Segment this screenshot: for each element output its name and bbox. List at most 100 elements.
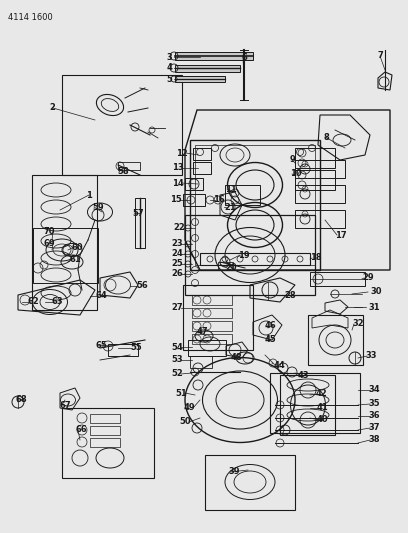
Bar	[295, 160, 345, 178]
Text: 46: 46	[265, 320, 277, 329]
Text: 35: 35	[368, 400, 379, 408]
Text: 67: 67	[60, 400, 72, 409]
Bar	[195, 145, 315, 265]
Text: 22: 22	[173, 223, 185, 232]
Text: 43: 43	[298, 370, 310, 379]
Text: 24: 24	[171, 249, 183, 259]
Bar	[295, 170, 335, 190]
Text: 14: 14	[172, 179, 184, 188]
Text: 1: 1	[86, 190, 92, 199]
Bar	[90, 426, 120, 435]
Text: 62: 62	[28, 297, 40, 306]
Text: 19: 19	[238, 251, 250, 260]
Bar	[295, 210, 345, 228]
Bar	[308, 315, 363, 365]
Text: 49: 49	[183, 403, 195, 413]
Text: 7: 7	[378, 52, 384, 61]
Bar	[90, 414, 120, 423]
Text: 25: 25	[171, 260, 183, 269]
Bar	[183, 285, 253, 350]
Bar	[270, 373, 360, 433]
Bar	[175, 52, 253, 60]
Text: 61: 61	[70, 255, 82, 264]
Bar	[218, 262, 233, 270]
Bar	[192, 308, 232, 318]
Text: 66: 66	[76, 425, 88, 434]
Text: 69: 69	[43, 239, 55, 248]
Text: 37: 37	[368, 424, 379, 432]
Text: 58: 58	[117, 167, 129, 176]
Text: 65: 65	[96, 341, 108, 350]
Text: 9: 9	[290, 156, 296, 165]
Text: 13: 13	[172, 164, 184, 173]
Bar	[192, 334, 232, 344]
Text: 10: 10	[290, 169, 302, 179]
Bar	[32, 175, 97, 310]
Bar	[183, 194, 205, 206]
Text: 41: 41	[317, 403, 329, 413]
Text: 20: 20	[225, 263, 237, 272]
Text: 6: 6	[241, 52, 247, 61]
Bar	[90, 438, 120, 447]
Text: 26: 26	[171, 270, 183, 279]
Bar	[192, 295, 232, 305]
Text: 21: 21	[224, 203, 236, 212]
Bar	[135, 198, 145, 248]
Bar	[280, 375, 335, 435]
Text: 5: 5	[166, 75, 172, 84]
Bar	[185, 215, 315, 295]
Bar	[118, 162, 140, 170]
Bar	[190, 356, 212, 368]
Text: 4: 4	[166, 63, 172, 72]
Text: 36: 36	[368, 411, 379, 421]
Text: 38: 38	[368, 435, 379, 445]
Text: 23: 23	[171, 239, 183, 248]
Text: 45: 45	[265, 335, 277, 344]
Text: 15: 15	[170, 196, 182, 205]
Text: 8: 8	[323, 133, 329, 141]
Text: 40: 40	[317, 416, 328, 424]
Text: 12: 12	[176, 149, 188, 157]
Bar	[188, 340, 226, 356]
Text: 30: 30	[370, 287, 381, 296]
Text: 17: 17	[335, 230, 347, 239]
Bar	[205, 455, 295, 510]
Text: 68: 68	[15, 395, 27, 405]
Bar	[193, 148, 211, 160]
Bar	[200, 253, 310, 265]
Text: 57: 57	[132, 208, 144, 217]
Text: 32: 32	[352, 319, 364, 328]
Text: 29: 29	[362, 273, 374, 282]
Text: 52: 52	[171, 369, 183, 378]
Bar	[193, 162, 211, 174]
Text: 60: 60	[72, 243, 84, 252]
Text: 11: 11	[225, 184, 237, 193]
Text: 18: 18	[310, 254, 322, 262]
Text: 31: 31	[368, 303, 379, 311]
Bar	[108, 344, 138, 356]
Bar	[192, 321, 232, 331]
Bar	[33, 228, 98, 283]
Bar	[190, 140, 320, 270]
Text: 47: 47	[197, 327, 208, 336]
Text: 64: 64	[96, 292, 108, 301]
Bar	[295, 185, 345, 203]
Text: 39: 39	[228, 467, 239, 477]
Bar	[310, 272, 365, 286]
Text: 59: 59	[92, 203, 104, 212]
Bar	[175, 65, 240, 72]
Text: 42: 42	[316, 390, 328, 399]
Text: 70: 70	[44, 228, 55, 237]
Bar	[175, 76, 225, 82]
Text: 4114 1600: 4114 1600	[8, 13, 53, 22]
Text: 51: 51	[175, 389, 187, 398]
Text: 33: 33	[365, 351, 377, 360]
Bar	[185, 178, 203, 190]
Text: 44: 44	[274, 360, 286, 369]
Text: 56: 56	[136, 281, 148, 290]
Text: 48: 48	[231, 353, 243, 362]
Text: 16: 16	[213, 196, 225, 205]
Text: 53: 53	[171, 356, 183, 365]
Text: 54: 54	[171, 343, 183, 351]
Bar	[62, 408, 154, 478]
